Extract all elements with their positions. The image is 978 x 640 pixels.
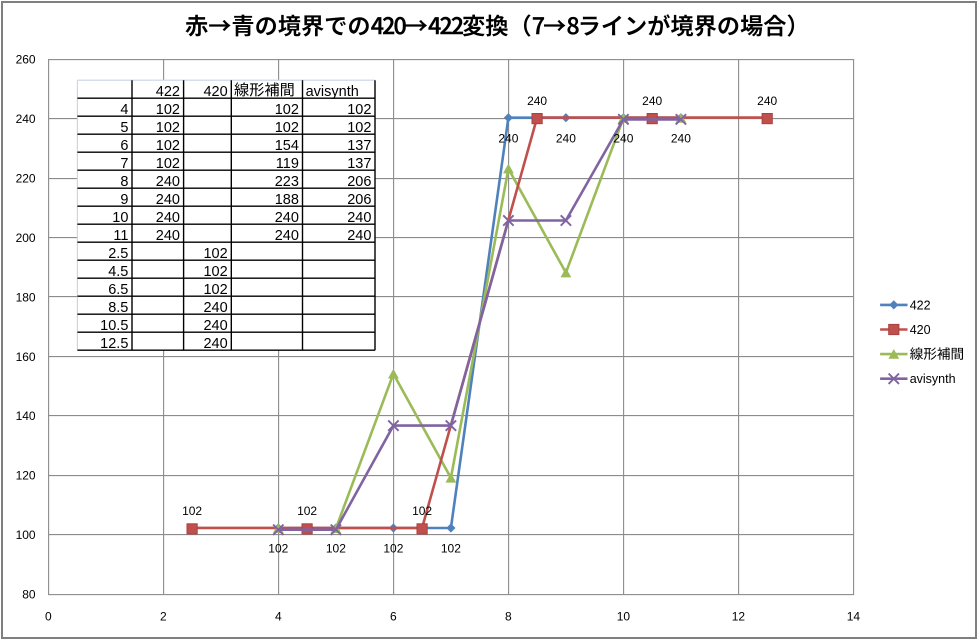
svg-text:154: 154 [275, 138, 299, 154]
svg-text:137: 137 [347, 156, 371, 172]
svg-text:102: 102 [297, 504, 317, 518]
svg-text:120: 120 [16, 469, 36, 483]
svg-text:102: 102 [347, 120, 371, 136]
svg-text:188: 188 [275, 192, 299, 208]
svg-text:0: 0 [45, 609, 52, 623]
svg-text:11: 11 [113, 228, 128, 244]
svg-text:420: 420 [910, 323, 931, 337]
svg-text:206: 206 [347, 174, 371, 190]
svg-text:200: 200 [16, 231, 36, 245]
svg-text:avisynth: avisynth [306, 84, 359, 100]
svg-text:240: 240 [642, 94, 662, 108]
svg-text:10.5: 10.5 [100, 318, 128, 334]
svg-text:160: 160 [16, 350, 36, 364]
svg-text:102: 102 [412, 504, 432, 518]
svg-text:6: 6 [390, 609, 397, 623]
svg-text:102: 102 [383, 542, 403, 556]
svg-text:102: 102 [156, 120, 180, 136]
svg-text:180: 180 [16, 290, 36, 304]
svg-text:14: 14 [847, 609, 861, 623]
svg-text:4.5: 4.5 [108, 264, 128, 280]
svg-text:9: 9 [120, 192, 128, 208]
svg-text:6: 6 [120, 138, 128, 154]
svg-text:102: 102 [156, 138, 180, 154]
svg-text:240: 240 [156, 228, 180, 244]
svg-text:240: 240 [203, 336, 227, 352]
svg-text:102: 102 [326, 542, 346, 556]
svg-text:80: 80 [22, 588, 36, 602]
svg-text:10: 10 [617, 609, 631, 623]
svg-text:137: 137 [347, 138, 371, 154]
svg-text:422: 422 [156, 84, 180, 100]
svg-text:240: 240 [275, 228, 299, 244]
svg-text:240: 240 [757, 94, 777, 108]
svg-text:240: 240 [156, 210, 180, 226]
svg-text:12: 12 [732, 609, 746, 623]
svg-text:223: 223 [275, 174, 299, 190]
svg-text:4: 4 [275, 609, 282, 623]
svg-text:240: 240 [156, 174, 180, 190]
svg-text:2: 2 [160, 609, 167, 623]
svg-text:240: 240 [527, 94, 547, 108]
svg-text:2.5: 2.5 [108, 246, 128, 262]
svg-text:420: 420 [203, 84, 227, 100]
svg-text:6.5: 6.5 [108, 282, 128, 298]
svg-text:240: 240 [347, 210, 371, 226]
svg-text:102: 102 [203, 264, 227, 280]
svg-text:102: 102 [275, 102, 299, 118]
svg-text:240: 240 [203, 318, 227, 334]
svg-text:140: 140 [16, 409, 36, 423]
svg-text:102: 102 [203, 282, 227, 298]
svg-text:422: 422 [910, 298, 931, 312]
svg-text:102: 102 [182, 504, 202, 518]
svg-text:240: 240 [275, 210, 299, 226]
svg-text:240: 240 [671, 131, 691, 145]
svg-text:240: 240 [498, 131, 518, 145]
svg-text:102: 102 [156, 102, 180, 118]
svg-text:12.5: 12.5 [100, 336, 128, 352]
svg-text:8: 8 [120, 174, 128, 190]
svg-text:102: 102 [441, 542, 461, 556]
svg-text:10: 10 [112, 210, 128, 226]
svg-text:7: 7 [120, 156, 128, 172]
svg-text:240: 240 [613, 131, 633, 145]
svg-text:206: 206 [347, 192, 371, 208]
svg-text:240: 240 [16, 112, 36, 126]
svg-text:100: 100 [16, 528, 36, 542]
svg-text:240: 240 [156, 192, 180, 208]
svg-text:240: 240 [556, 131, 576, 145]
svg-text:4: 4 [120, 102, 128, 118]
svg-text:260: 260 [16, 53, 36, 67]
svg-text:102: 102 [347, 102, 371, 118]
svg-text:102: 102 [203, 246, 227, 262]
svg-text:119: 119 [276, 156, 299, 172]
svg-text:5: 5 [120, 120, 128, 136]
svg-text:240: 240 [203, 300, 227, 316]
svg-text:102: 102 [275, 120, 299, 136]
svg-text:220: 220 [16, 171, 36, 185]
svg-text:8: 8 [505, 609, 512, 623]
svg-text:102: 102 [156, 156, 180, 172]
svg-text:8.5: 8.5 [108, 300, 128, 316]
svg-text:240: 240 [347, 228, 371, 244]
svg-text:102: 102 [268, 542, 288, 556]
svg-text:avisynth: avisynth [910, 372, 956, 386]
